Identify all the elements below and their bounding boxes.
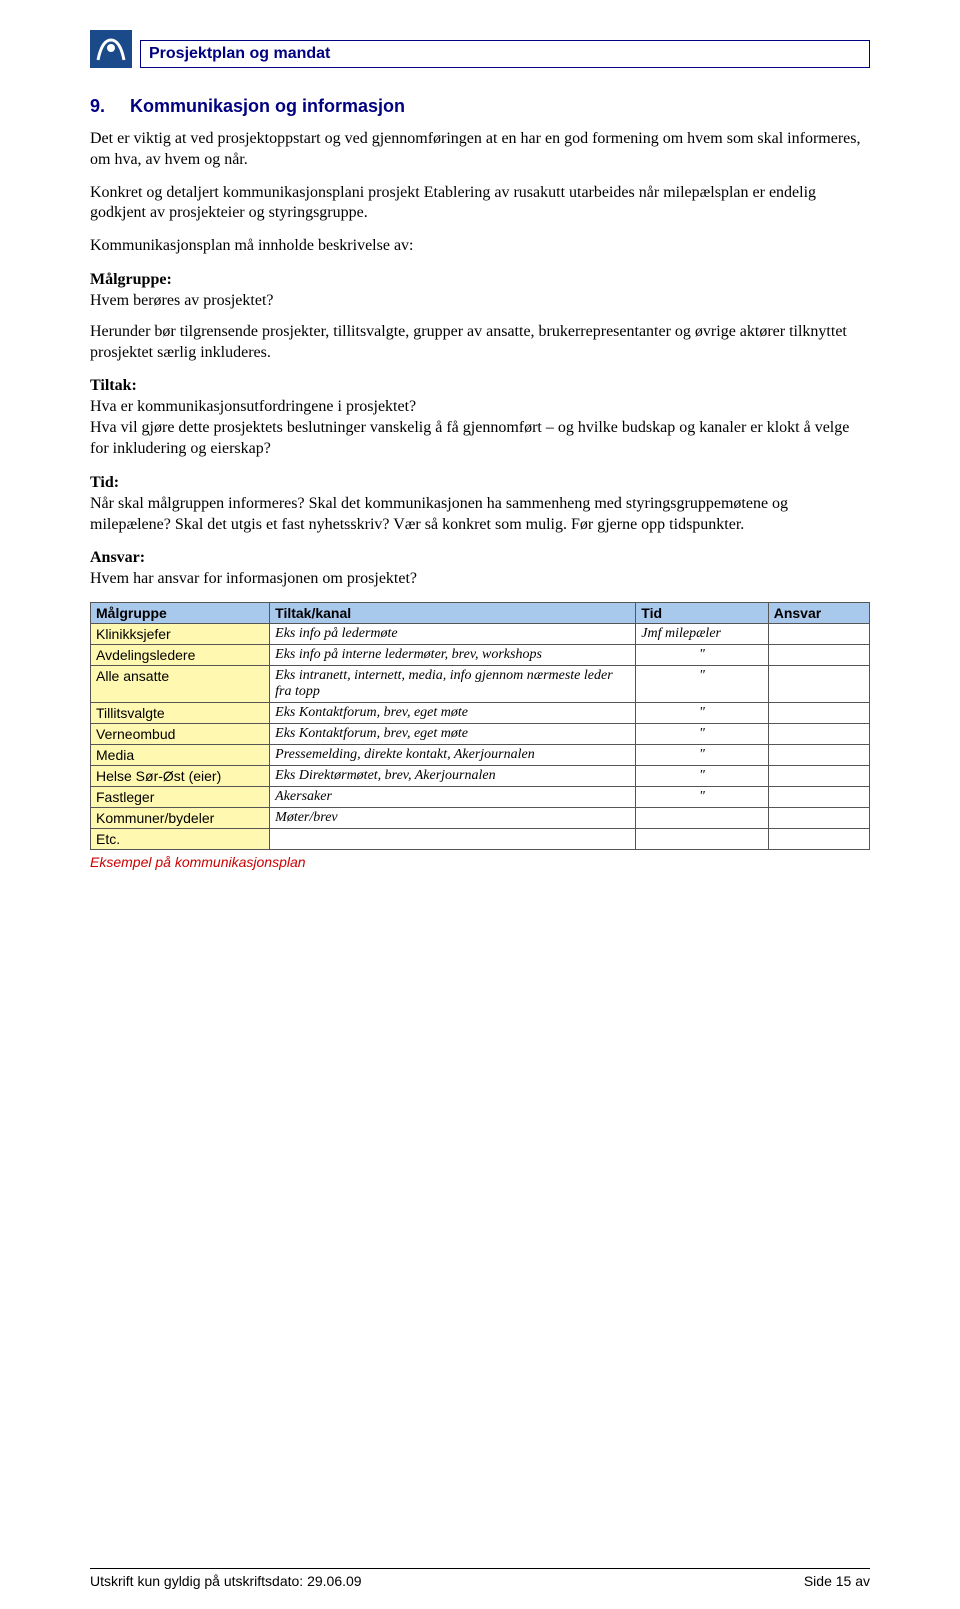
table-cell-tiltak: Eks Kontaktforum, brev, eget møte (270, 724, 636, 745)
table-row: Kommuner/bydelerMøter/brev (91, 808, 870, 829)
table-cell-ansvar (768, 703, 869, 724)
table-header-cell: Tid (636, 603, 768, 624)
table-cell-maalgruppe: Fastleger (91, 787, 270, 808)
footer-right: Side 15 av (804, 1573, 870, 1589)
table-cell-tid (636, 829, 768, 850)
table-cell-tid: " (636, 703, 768, 724)
table-cell-tid: " (636, 724, 768, 745)
intro-paragraph-3: Kommunikasjonsplan må innholde beskrivel… (90, 236, 870, 257)
table-row: FastlegerAkersaker" (91, 787, 870, 808)
table-caption: Eksempel på kommunikasjonsplan (90, 854, 870, 870)
tiltak-line-1: Hva er kommunikasjonsutfordringene i pro… (90, 397, 870, 418)
section-number: 9. (90, 96, 130, 117)
table-cell-tiltak: Pressemelding, direkte kontakt, Akerjour… (270, 745, 636, 766)
table-cell-tiltak: Eks intranett, internett, media, info gj… (270, 666, 636, 703)
tid-heading: Tid: (90, 474, 870, 492)
table-cell-maalgruppe: Verneombud (91, 724, 270, 745)
table-cell-tid: Jmf milepæler (636, 624, 768, 645)
tid-line-1: Når skal målgruppen informeres? Skal det… (90, 494, 870, 536)
maalgruppe-line-2: Herunder bør tilgrensende prosjekter, ti… (90, 322, 870, 364)
intro-paragraph-2: Konkret og detaljert kommunikasjonsplani… (90, 183, 870, 225)
table-cell-tid: " (636, 645, 768, 666)
logo-icon (90, 30, 132, 68)
table-cell-ansvar (768, 829, 869, 850)
document-header: Prosjektplan og mandat (90, 30, 870, 68)
table-cell-ansvar (768, 624, 869, 645)
table-cell-tiltak: Eks Kontaktforum, brev, eget møte (270, 703, 636, 724)
table-cell-ansvar (768, 745, 869, 766)
section-title: Kommunikasjon og informasjon (130, 96, 405, 116)
table-cell-tid: " (636, 666, 768, 703)
table-cell-tiltak: Eks Direktørmøtet, brev, Akerjournalen (270, 766, 636, 787)
maalgruppe-heading: Målgruppe: (90, 271, 870, 289)
table-cell-ansvar (768, 724, 869, 745)
table-row: Etc. (91, 829, 870, 850)
section-heading: 9.Kommunikasjon og informasjon (90, 96, 870, 117)
table-cell-tiltak: Akersaker (270, 787, 636, 808)
table-cell-ansvar (768, 766, 869, 787)
table-row: Alle ansatteEks intranett, internett, me… (91, 666, 870, 703)
table-cell-tid: " (636, 787, 768, 808)
table-row: VerneombudEks Kontaktforum, brev, eget m… (91, 724, 870, 745)
table-cell-ansvar (768, 666, 869, 703)
communication-plan-table: MålgruppeTiltak/kanalTidAnsvar Klinikksj… (90, 602, 870, 850)
table-cell-maalgruppe: Kommuner/bydeler (91, 808, 270, 829)
table-row: MediaPressemelding, direkte kontakt, Ake… (91, 745, 870, 766)
footer-left: Utskrift kun gyldig på utskriftsdato: 29… (90, 1573, 362, 1589)
maalgruppe-line-1: Hvem berøres av prosjektet? (90, 291, 870, 312)
ansvar-heading: Ansvar: (90, 549, 870, 567)
table-cell-tiltak: Eks info på ledermøte (270, 624, 636, 645)
table-row: TillitsvalgteEks Kontaktforum, brev, ege… (91, 703, 870, 724)
table-row: KlinikksjeferEks info på ledermøteJmf mi… (91, 624, 870, 645)
table-cell-maalgruppe: Media (91, 745, 270, 766)
intro-paragraph-1: Det er viktig at ved prosjektoppstart og… (90, 129, 870, 171)
table-cell-maalgruppe: Klinikksjefer (91, 624, 270, 645)
table-cell-ansvar (768, 808, 869, 829)
table-cell-ansvar (768, 645, 869, 666)
page-footer: Utskrift kun gyldig på utskriftsdato: 29… (90, 1568, 870, 1589)
table-cell-ansvar (768, 787, 869, 808)
tiltak-line-2: Hva vil gjøre dette prosjektets beslutni… (90, 418, 870, 460)
table-cell-tid: " (636, 745, 768, 766)
table-cell-tid: " (636, 766, 768, 787)
table-header-row: MålgruppeTiltak/kanalTidAnsvar (91, 603, 870, 624)
table-cell-tid (636, 808, 768, 829)
table-cell-tiltak (270, 829, 636, 850)
tiltak-heading: Tiltak: (90, 377, 870, 395)
document-title: Prosjektplan og mandat (149, 45, 330, 62)
table-row: AvdelingsledereEks info på interne leder… (91, 645, 870, 666)
ansvar-line-1: Hvem har ansvar for informasjonen om pro… (90, 569, 870, 590)
table-cell-maalgruppe: Helse Sør-Øst (eier) (91, 766, 270, 787)
table-header-cell: Ansvar (768, 603, 869, 624)
table-cell-maalgruppe: Tillitsvalgte (91, 703, 270, 724)
table-cell-maalgruppe: Alle ansatte (91, 666, 270, 703)
table-cell-maalgruppe: Avdelingsledere (91, 645, 270, 666)
table-cell-tiltak: Eks info på interne ledermøter, brev, wo… (270, 645, 636, 666)
table-header-cell: Målgruppe (91, 603, 270, 624)
table-cell-tiltak: Møter/brev (270, 808, 636, 829)
table-header-cell: Tiltak/kanal (270, 603, 636, 624)
table-cell-maalgruppe: Etc. (91, 829, 270, 850)
title-box: Prosjektplan og mandat (140, 40, 870, 68)
table-row: Helse Sør-Øst (eier)Eks Direktørmøtet, b… (91, 766, 870, 787)
